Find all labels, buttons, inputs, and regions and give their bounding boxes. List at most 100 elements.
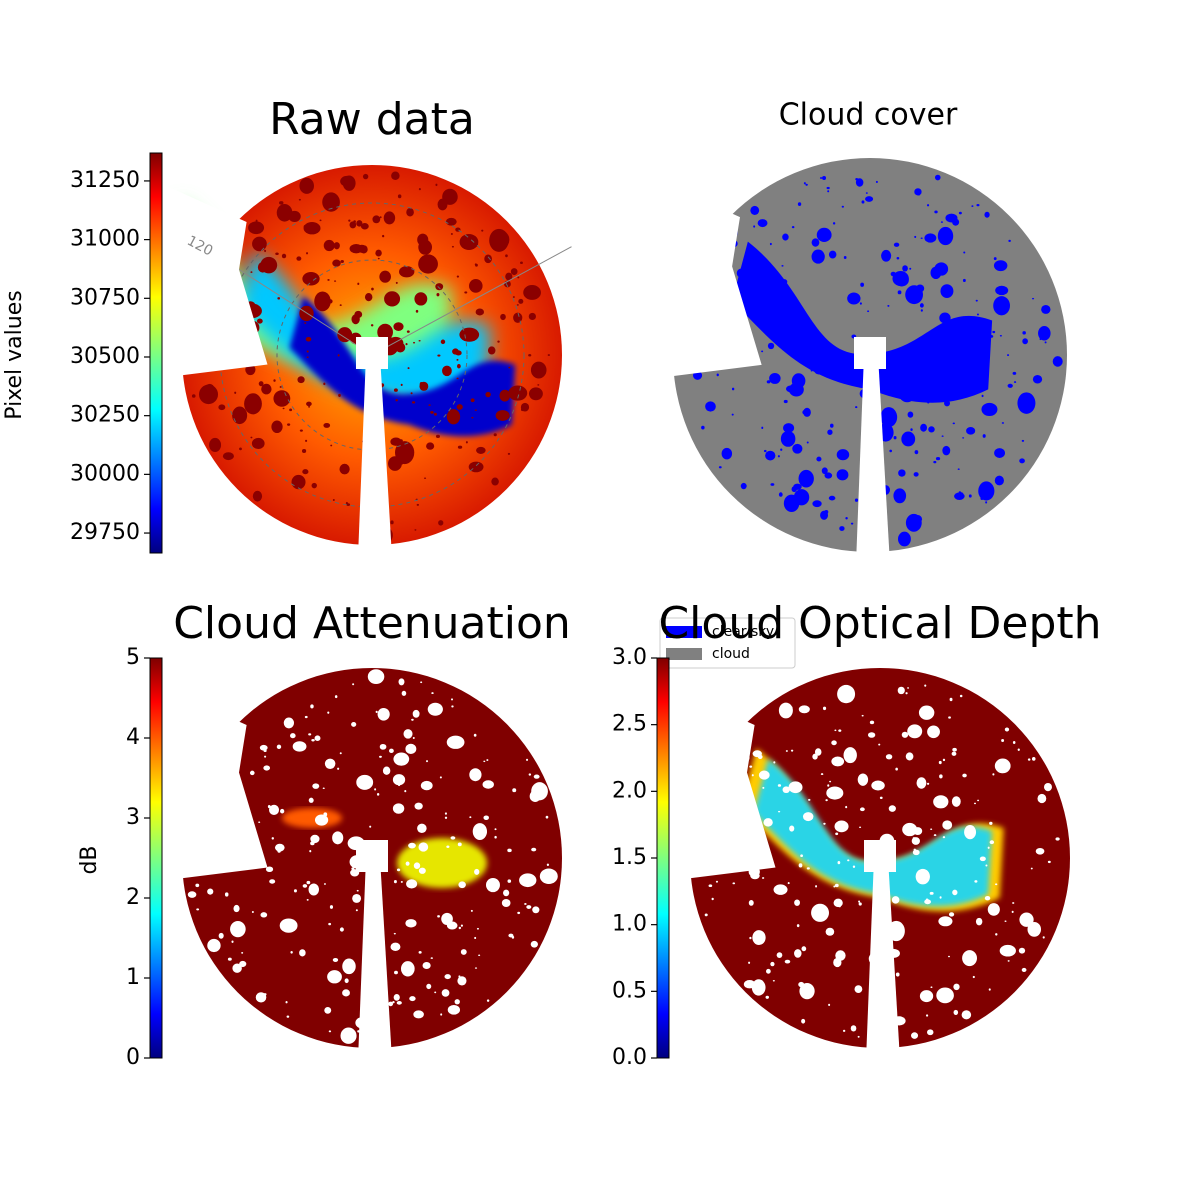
sky-blob <box>395 399 398 402</box>
sky-blob <box>833 898 843 908</box>
sky-blob <box>436 292 440 297</box>
sky-blob <box>489 228 509 252</box>
sky-blob <box>277 297 281 300</box>
sky-blob <box>1022 331 1026 335</box>
sky-blob <box>842 1029 846 1032</box>
sky-blob <box>976 203 980 207</box>
sky-blob <box>271 420 283 434</box>
sky-blob <box>528 773 532 776</box>
sky-blob <box>457 445 463 449</box>
sky-blob <box>855 178 859 181</box>
sky-blob <box>388 456 402 471</box>
sky-blob <box>901 731 909 738</box>
sky-blob <box>859 302 862 305</box>
sky-blob <box>339 304 342 306</box>
sky-blob <box>1047 860 1051 864</box>
sky-blob <box>440 1013 443 1016</box>
sky-blob <box>1021 439 1025 442</box>
sky-blob <box>788 781 803 794</box>
sky-blob <box>339 463 350 475</box>
sky-blob <box>948 716 951 719</box>
sky-blob <box>918 705 935 720</box>
mask <box>864 840 896 872</box>
sky-blob <box>985 864 988 867</box>
mask <box>866 858 900 1060</box>
sky-blob <box>1027 758 1031 761</box>
sky-blob <box>302 469 309 475</box>
sky-blob <box>869 720 875 725</box>
sky-blob <box>1037 928 1040 931</box>
sky-blob <box>418 951 422 954</box>
sky-image <box>162 668 562 1060</box>
sky-blob <box>993 257 997 261</box>
sky-blob <box>907 687 910 689</box>
sky-blob <box>883 382 887 386</box>
sky-blob <box>323 883 326 885</box>
sky-blob <box>919 303 924 308</box>
sky-blob <box>406 208 414 217</box>
sky-blob <box>901 431 916 447</box>
sky-blob <box>356 220 363 227</box>
sky-blob <box>1019 912 1034 927</box>
sky-blob <box>962 437 965 439</box>
sky-blob <box>400 383 403 386</box>
sky-blob <box>776 952 783 959</box>
sky-blob <box>845 805 848 809</box>
sky-blob <box>414 802 423 810</box>
sky-blob <box>1018 947 1026 954</box>
sky-blob <box>342 989 350 997</box>
sky-blob <box>255 992 267 1003</box>
sky-blob <box>507 848 512 853</box>
sky-blob <box>392 803 405 814</box>
sky-blob <box>400 961 415 977</box>
sky-blob <box>486 759 489 761</box>
sky-blob <box>327 711 330 714</box>
sky-blob <box>1037 793 1047 804</box>
sky-blob <box>896 257 900 260</box>
sky-blob <box>855 406 858 409</box>
sky-blob <box>426 760 429 763</box>
sky-blob <box>435 283 444 291</box>
sky-blob <box>833 885 836 888</box>
clear-band <box>282 808 342 828</box>
sky-blob <box>344 978 349 984</box>
sky-blob <box>407 367 410 370</box>
sky-blob <box>431 692 434 695</box>
colorbar-tick-label: 30250 <box>70 403 140 428</box>
sky-blob <box>475 308 485 316</box>
sky-blob <box>232 406 248 425</box>
sky-blob <box>251 437 265 450</box>
sky-blob <box>460 949 467 955</box>
sky-blob <box>450 232 453 235</box>
sky-blob <box>345 501 348 505</box>
sky-blob <box>473 733 477 737</box>
sky-blob <box>962 278 966 283</box>
sky-blob <box>306 356 309 358</box>
sky-blob <box>938 916 953 927</box>
sky-blob <box>403 729 413 739</box>
sky-blob <box>778 296 796 318</box>
sky-blob <box>456 275 460 278</box>
sky-blob <box>909 267 912 270</box>
sky-blob <box>831 740 837 746</box>
sky-blob <box>845 516 848 520</box>
sky-blob <box>930 343 937 350</box>
sky-blob <box>518 298 524 304</box>
sky-blob <box>989 334 994 338</box>
sky-blob <box>306 899 309 901</box>
clear-band <box>289 296 516 437</box>
sky-blob <box>508 933 514 938</box>
sky-blob <box>939 774 943 779</box>
sky-blob <box>783 399 788 404</box>
sky-blob <box>383 211 396 225</box>
sky-blob <box>452 348 459 355</box>
sky-blob <box>370 324 374 327</box>
clear-band <box>239 250 490 406</box>
sky-blob <box>820 773 824 776</box>
sky-blob <box>479 828 487 836</box>
sky-blob <box>433 412 437 416</box>
sky-blob <box>798 863 803 868</box>
sky-blob <box>885 754 893 760</box>
sky-blob <box>910 428 913 432</box>
sky-blob <box>800 854 803 858</box>
